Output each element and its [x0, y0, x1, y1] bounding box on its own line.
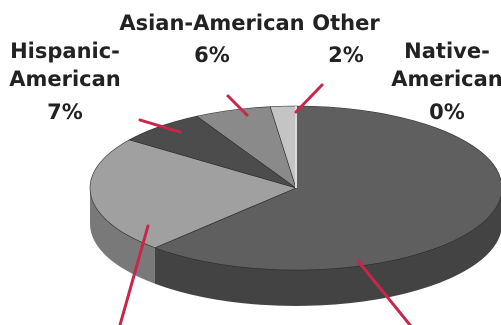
label-hispanic-value: 7% [47, 100, 83, 124]
label-native-value: 0% [429, 100, 465, 124]
leader-line-hispanic-american [138, 118, 182, 134]
leader-line-bottom-left [118, 224, 150, 325]
pie-slice-slice-1 [89, 139, 297, 249]
label-hispanic-line2: American [9, 67, 121, 91]
leader-line-other [294, 83, 324, 114]
label-native-line1: Native- [404, 39, 490, 63]
label-other-line1: Other [312, 11, 380, 35]
leader-line-asian-american [226, 94, 249, 117]
label-asian-line1: Asian-American [119, 11, 304, 35]
pie-side-slice-0 [154, 195, 501, 306]
leader-lines [118, 83, 412, 325]
label-asian-value: 6% [194, 43, 230, 67]
label-hispanic-line1: Hispanic- [10, 39, 120, 63]
label-native-line2: American [391, 67, 501, 91]
label-other-value: 2% [328, 43, 364, 67]
pie-top [89, 105, 501, 271]
leader-line-bottom-right [356, 259, 412, 325]
pie-slice-slice-0 [154, 105, 501, 271]
